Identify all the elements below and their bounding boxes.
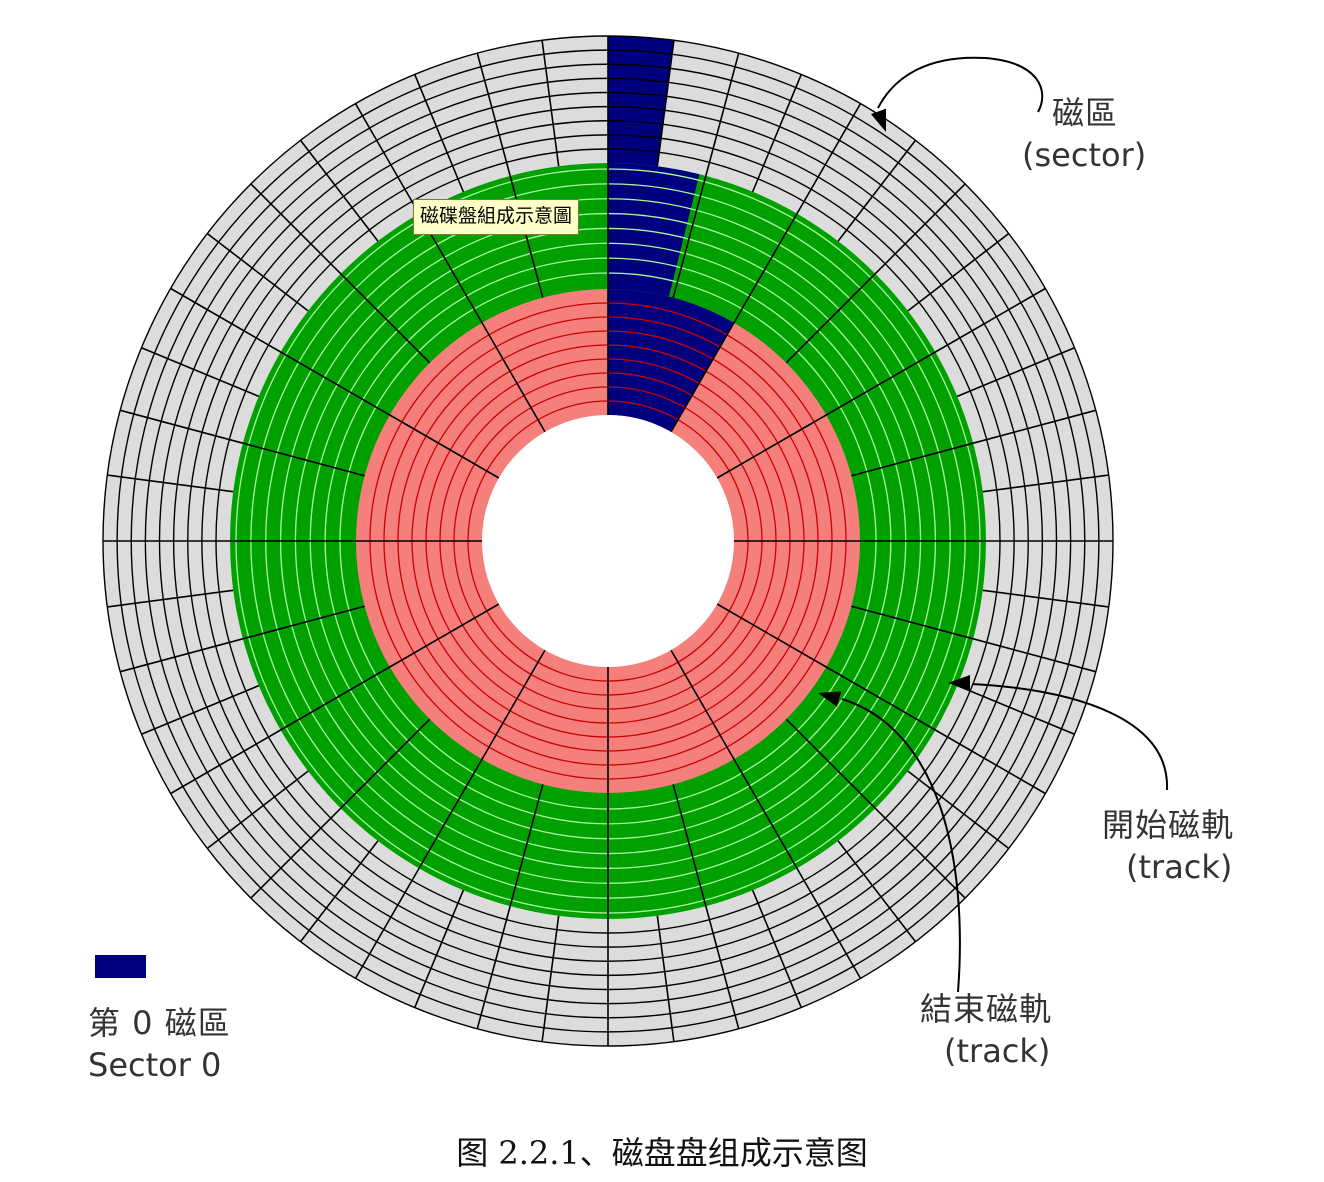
outer-sector-spoke — [107, 589, 234, 608]
outer-sector-spoke — [250, 183, 342, 275]
outer-sector-spoke — [751, 889, 802, 1008]
outer-sector-spoke — [120, 409, 244, 444]
outer-sector-spoke — [541, 40, 560, 167]
outer-sector-spoke — [837, 840, 917, 943]
outer-sector-spoke — [705, 53, 740, 177]
outer-sector-spoke — [656, 40, 675, 167]
middle-sector-spoke — [280, 666, 391, 731]
inner-sector-spoke — [670, 322, 735, 433]
outer-sector-spoke — [250, 807, 342, 899]
outer-sector-spoke — [705, 905, 740, 1029]
start-track-label-en: (track) — [1126, 848, 1233, 886]
outer-sector-spoke — [476, 905, 511, 1029]
outer-sector-spoke — [107, 474, 234, 493]
sector-0-outer — [608, 36, 674, 167]
outer-sector-spoke — [170, 287, 282, 353]
middle-sector-spoke — [825, 666, 936, 731]
outer-sector-spoke — [170, 729, 282, 795]
inner-sector-spoke — [389, 603, 500, 668]
start-track-arrow-line — [971, 683, 1169, 791]
outer-sector-spoke — [299, 840, 379, 943]
end-track-arrow-head — [818, 691, 842, 707]
middle-sector-spoke — [242, 442, 365, 477]
middle-sector-spoke — [418, 758, 483, 869]
sector-0-middle — [608, 163, 700, 297]
outer-sector-spoke — [656, 915, 675, 1042]
outer-sector-spoke — [206, 770, 309, 850]
middle-sector-spoke — [825, 351, 936, 416]
legend-label-en: Sector 0 — [88, 1046, 222, 1084]
inner-sector-spoke — [481, 649, 546, 760]
middle-sector-spoke — [672, 175, 707, 298]
middle-sector-spoke — [733, 213, 798, 324]
inner-sector-spoke — [716, 414, 827, 479]
end-track-label-cn: 結束磁軌 — [920, 990, 1053, 1028]
middle-sector-spoke — [785, 718, 876, 809]
outer-sector-spoke — [796, 103, 862, 215]
middle-sector-spoke — [509, 784, 544, 907]
outer-sector-spoke — [354, 103, 420, 215]
outer-sector-spoke — [354, 867, 420, 979]
sector-0-inner — [608, 289, 734, 432]
middle-sector-spoke — [340, 273, 431, 364]
middle-sector-spoke — [851, 605, 974, 640]
sector-label-cn: 磁區 — [1052, 94, 1119, 132]
outer-sector-spoke — [141, 684, 260, 735]
outer-sector-spoke — [972, 409, 1096, 444]
sector-arrow-head — [870, 108, 886, 132]
outer-sector-spoke — [120, 638, 244, 673]
legend-label-cn: 第 0 磁區 — [88, 1004, 231, 1042]
legend-sector-0-swatch — [95, 955, 146, 978]
middle-sector-spoke — [509, 175, 544, 298]
middle-sector-spoke — [672, 784, 707, 907]
outer-sector-spoke — [956, 347, 1075, 398]
diagram-title-box: 磁碟盤組成示意圖 — [413, 199, 580, 235]
outer-sector-spoke — [982, 589, 1109, 608]
start-track-label-cn: 開始磁軌 — [1102, 806, 1235, 844]
figure-caption: 图 2.2.1、磁盘盘组成示意图 — [456, 1134, 868, 1172]
outer-sector-spoke — [907, 770, 1010, 850]
outer-sector-spoke — [934, 287, 1046, 353]
inner-sector-spoke — [389, 414, 500, 479]
end-track-arrow-line — [841, 698, 961, 993]
outer-sector-spoke — [796, 867, 862, 979]
middle-sector-spoke — [340, 718, 431, 809]
start-track-arrow-head — [948, 675, 970, 691]
center-hole — [482, 415, 734, 667]
outer-sector-spoke — [751, 74, 802, 193]
middle-sector-spoke — [785, 273, 876, 364]
outer-sector-spoke — [141, 347, 260, 398]
outer-sector-spoke — [414, 74, 465, 193]
outer-sector-spoke — [476, 53, 511, 177]
outer-sector-spoke — [837, 139, 917, 242]
outer-sector-spoke — [972, 638, 1096, 673]
middle-sector-spoke — [242, 605, 365, 640]
middle-sector-spoke — [733, 758, 798, 869]
sector-label-en: (sector) — [1022, 136, 1147, 174]
outer-sector-spoke — [956, 684, 1075, 735]
inner-sector-spoke — [670, 649, 735, 760]
middle-sector-spoke — [280, 351, 391, 416]
outer-sector-spoke — [414, 889, 465, 1008]
outer-sector-spoke — [541, 915, 560, 1042]
outer-sector-spoke — [934, 729, 1046, 795]
end-track-label-en: (track) — [944, 1032, 1051, 1070]
outer-sector-spoke — [982, 474, 1109, 493]
outer-sector-spoke — [206, 232, 309, 312]
inner-sector-spoke — [716, 603, 827, 668]
outer-sector-spoke — [299, 139, 379, 242]
outer-sector-spoke — [874, 183, 966, 275]
inner-sector-spoke — [481, 322, 546, 433]
outer-sector-spoke — [874, 807, 966, 899]
sector-arrow-line — [877, 56, 1044, 113]
middle-sector-spoke — [851, 442, 974, 477]
outer-sector-spoke — [907, 232, 1010, 312]
